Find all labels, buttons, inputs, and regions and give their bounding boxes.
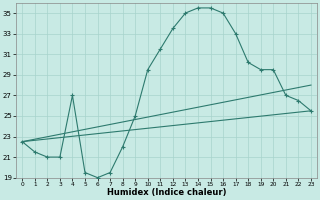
X-axis label: Humidex (Indice chaleur): Humidex (Indice chaleur) bbox=[107, 188, 226, 197]
